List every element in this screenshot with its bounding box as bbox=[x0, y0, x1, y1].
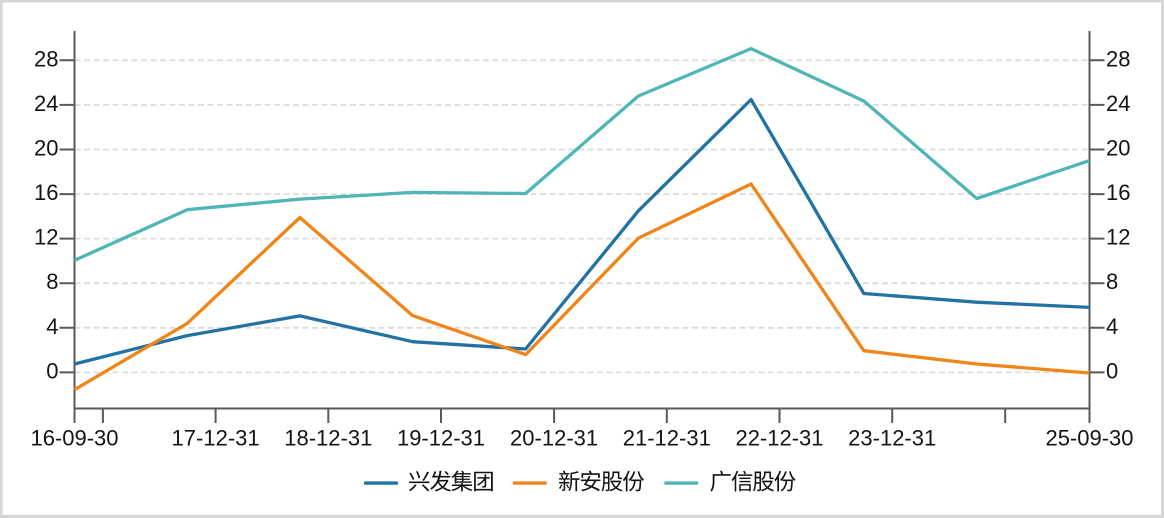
svg-text:16: 16 bbox=[34, 180, 58, 205]
svg-text:20-12-31: 20-12-31 bbox=[510, 426, 598, 451]
svg-text:25-09-30: 25-09-30 bbox=[1045, 426, 1133, 451]
svg-text:16-09-30: 16-09-30 bbox=[30, 426, 118, 451]
svg-text:20: 20 bbox=[34, 136, 58, 161]
svg-text:28: 28 bbox=[34, 46, 58, 71]
svg-text:4: 4 bbox=[1106, 314, 1118, 339]
svg-text:18-12-31: 18-12-31 bbox=[284, 426, 372, 451]
svg-text:21-12-31: 21-12-31 bbox=[623, 426, 711, 451]
svg-text:28: 28 bbox=[1106, 46, 1130, 71]
svg-text:22-12-31: 22-12-31 bbox=[735, 426, 823, 451]
svg-text:24: 24 bbox=[1106, 91, 1130, 116]
svg-text:19-12-31: 19-12-31 bbox=[397, 426, 485, 451]
svg-text:20: 20 bbox=[1106, 136, 1130, 161]
svg-text:17-12-31: 17-12-31 bbox=[172, 426, 260, 451]
svg-text:23-12-31: 23-12-31 bbox=[848, 426, 936, 451]
svg-text:16: 16 bbox=[1106, 180, 1130, 205]
svg-text:12: 12 bbox=[34, 225, 58, 250]
svg-text:4: 4 bbox=[46, 314, 58, 339]
svg-text:0: 0 bbox=[46, 358, 58, 383]
svg-text:12: 12 bbox=[1106, 225, 1130, 250]
svg-text:0: 0 bbox=[1106, 358, 1118, 383]
svg-text:8: 8 bbox=[46, 269, 58, 294]
svg-text:24: 24 bbox=[34, 91, 58, 116]
svg-text:8: 8 bbox=[1106, 269, 1118, 294]
